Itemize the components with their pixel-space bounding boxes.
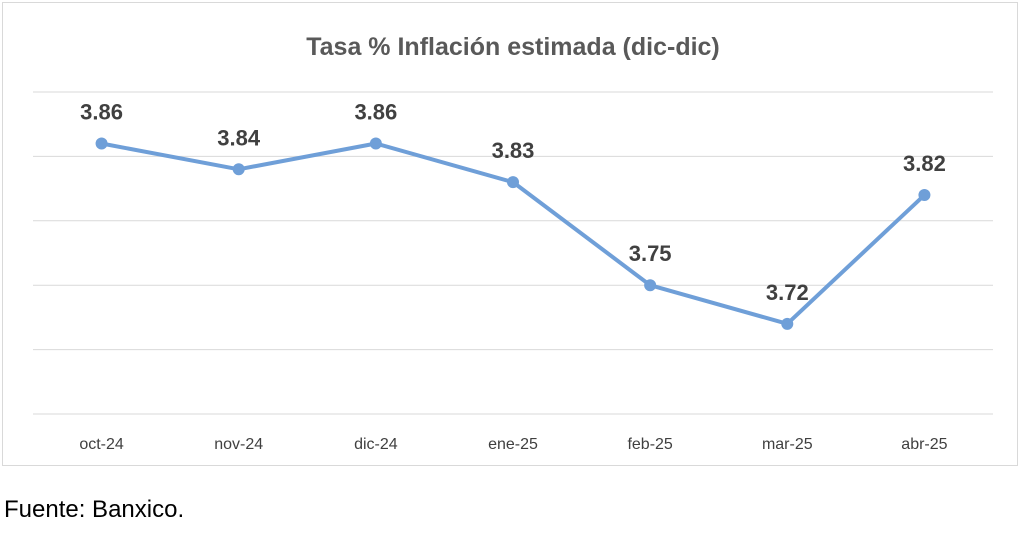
x-tick-label: abr-25 [901,436,947,453]
data-point [232,163,245,176]
chart-frame: Tasa % Inflación estimada (dic-dic) 3.86… [2,2,1018,466]
source-note: Fuente: Banxico. [4,496,185,523]
data-label: 3.84 [217,125,261,150]
data-point [781,317,794,330]
x-tick-label: oct-24 [79,436,124,453]
line-chart: Tasa % Inflación estimada (dic-dic) 3.86… [33,33,993,453]
data-point [644,279,657,292]
data-label: 3.86 [80,100,123,125]
data-label: 3.72 [766,280,809,305]
x-tick-label: ene-25 [488,436,538,453]
x-tick-label: dic-24 [354,436,398,453]
x-tick-label: mar-25 [762,436,813,453]
data-label: 3.86 [354,100,397,125]
data-label: 3.75 [629,241,672,266]
data-point [918,189,931,202]
chart-title: Tasa % Inflación estimada (dic-dic) [306,33,720,61]
x-tick-label: nov-24 [214,436,263,453]
data-point [507,176,519,189]
x-tick-label: feb-25 [627,436,672,453]
data-point [95,137,108,150]
data-label: 3.83 [492,138,535,163]
data-point [369,137,382,150]
data-label: 3.82 [903,151,946,176]
